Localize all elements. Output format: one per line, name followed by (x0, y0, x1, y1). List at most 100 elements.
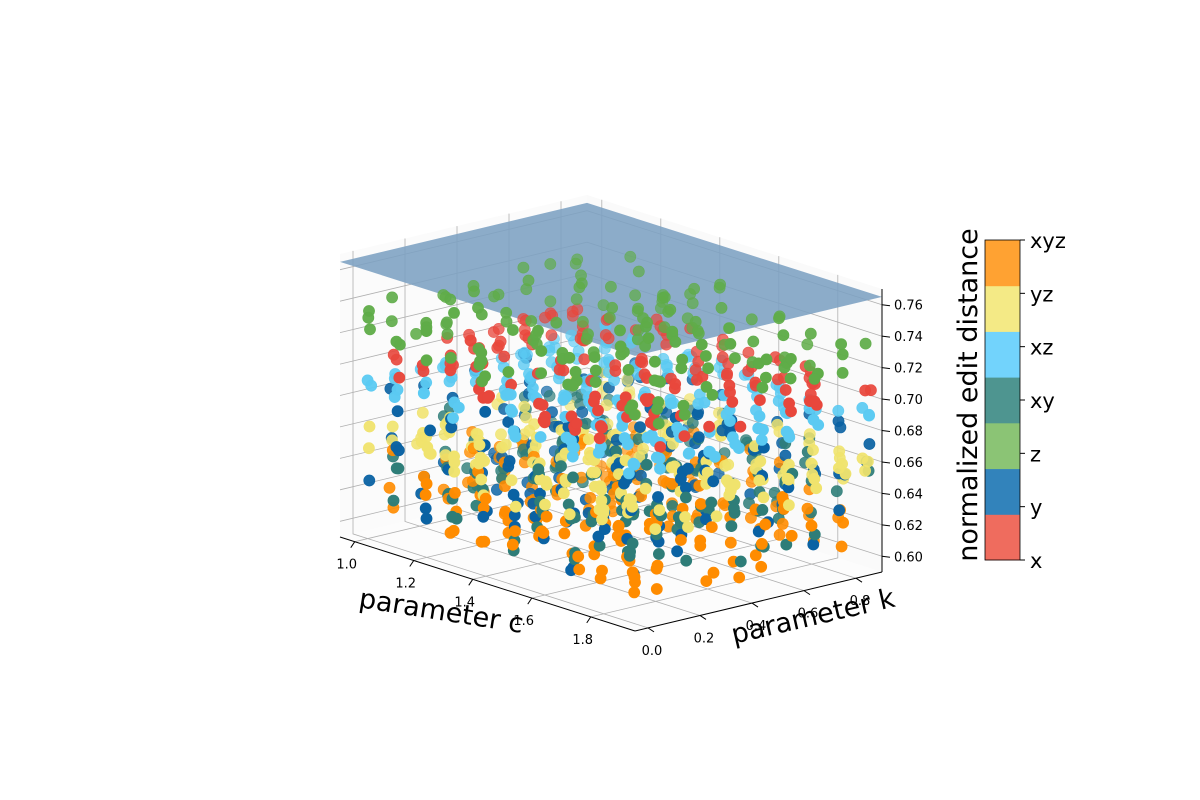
data-point-y (420, 512, 433, 525)
data-point-yz (423, 447, 436, 460)
data-point-y (707, 475, 720, 488)
x-tick-mark (586, 616, 592, 624)
data-point-z (420, 354, 433, 367)
data-point-xyz (675, 534, 687, 546)
y-tick-label: 0.2 (694, 631, 715, 646)
data-point-yz (416, 406, 429, 419)
data-point-yz (723, 489, 736, 502)
data-point-xyz (448, 486, 461, 499)
data-point-yz (728, 478, 741, 491)
data-point-y (419, 502, 432, 515)
data-point-z (550, 316, 563, 329)
points-layer (361, 250, 877, 599)
colorbar-tick-label: yz (1030, 282, 1053, 306)
data-point-xz (567, 440, 579, 453)
data-point-xyz (733, 571, 746, 584)
x-tick-label: 1.0 (336, 558, 357, 573)
data-point-y (424, 424, 436, 437)
data-point-yz (386, 420, 399, 433)
data-point-z (606, 301, 618, 314)
data-point-yz (682, 521, 694, 533)
data-point-z (778, 361, 791, 374)
data-point-x (566, 305, 579, 318)
z-tick-mark (881, 430, 891, 432)
data-point-z (569, 257, 582, 270)
data-point-xy (626, 537, 639, 550)
data-point-x (594, 420, 607, 432)
data-point-yz (557, 487, 570, 500)
data-point-z (385, 315, 398, 328)
data-point-x (724, 386, 736, 399)
x-tick-mark (350, 541, 356, 548)
y-tick-label: 0.8 (850, 594, 871, 609)
data-point-z (700, 380, 713, 393)
data-point-yz (495, 428, 507, 441)
data-point-x (703, 420, 715, 433)
data-point-yz (649, 523, 662, 535)
z-tick-mark (881, 335, 891, 338)
data-point-yz (753, 474, 766, 487)
data-point-z (488, 290, 500, 303)
data-point-xz (812, 419, 825, 431)
data-point-x (779, 384, 792, 396)
z-tick-label: 0.60 (894, 550, 923, 565)
data-point-z (420, 325, 433, 337)
data-point-x (726, 395, 739, 408)
data-point-z (441, 328, 454, 340)
z-tick-mark (881, 555, 891, 558)
data-point-z (669, 335, 682, 348)
data-point-z (472, 301, 484, 314)
data-point-x (785, 405, 797, 418)
data-point-xyz (540, 510, 553, 523)
data-point-xyz (628, 586, 641, 599)
data-point-xz (757, 423, 769, 436)
data-point-x (545, 329, 558, 342)
data-point-yz (362, 442, 375, 455)
data-point-xyz (801, 502, 814, 515)
data-point-y (682, 462, 694, 475)
data-point-xz (623, 467, 635, 480)
data-point-z (444, 293, 457, 306)
data-point-x (539, 311, 551, 324)
data-point-xy (446, 510, 459, 523)
data-point-y (576, 406, 589, 418)
data-point-xyz (776, 518, 789, 530)
colorbar-segment-xyz (985, 240, 1020, 287)
data-point-x (808, 395, 821, 408)
data-point-xyz (756, 538, 768, 550)
data-point-y (634, 421, 646, 433)
data-point-x (599, 329, 612, 341)
data-point-z (624, 250, 637, 263)
data-point-x (619, 391, 632, 404)
data-point-xyz (509, 525, 521, 537)
data-point-xz (654, 462, 666, 475)
data-point-y (671, 545, 683, 558)
axes-layer: 1.0 1.2 1.4 1.6 1.8 0.0 0.2 0.4 0.6 0.8 0.60 0.62 0.… (336, 289, 923, 659)
data-point-z (386, 291, 398, 304)
data-point-xyz (835, 540, 848, 553)
z-tick-label: 0.72 (894, 362, 923, 377)
data-point-xyz (707, 566, 720, 579)
data-point-xz (418, 387, 430, 400)
data-point-z (628, 408, 641, 421)
data-point-z (535, 367, 547, 379)
data-point-z (517, 261, 530, 274)
data-point-z (525, 315, 538, 327)
data-point-z (507, 324, 519, 336)
colorbar-segment-xy (985, 377, 1020, 424)
data-point-z (544, 295, 557, 308)
x-axis-title: parameter c (357, 583, 526, 640)
data-point-yz (496, 441, 508, 454)
data-point-xz (755, 433, 768, 446)
y-tick-mark (699, 615, 707, 620)
data-point-y (477, 510, 490, 523)
data-point-xy (780, 538, 793, 551)
data-point-yz (757, 491, 770, 504)
data-point-xy (640, 458, 653, 471)
data-point-xz (709, 450, 721, 463)
data-point-y (479, 405, 492, 418)
data-point-z (589, 364, 602, 377)
data-point-yz (754, 455, 767, 468)
data-point-yz (520, 411, 532, 424)
z-tick-mark (881, 461, 891, 464)
